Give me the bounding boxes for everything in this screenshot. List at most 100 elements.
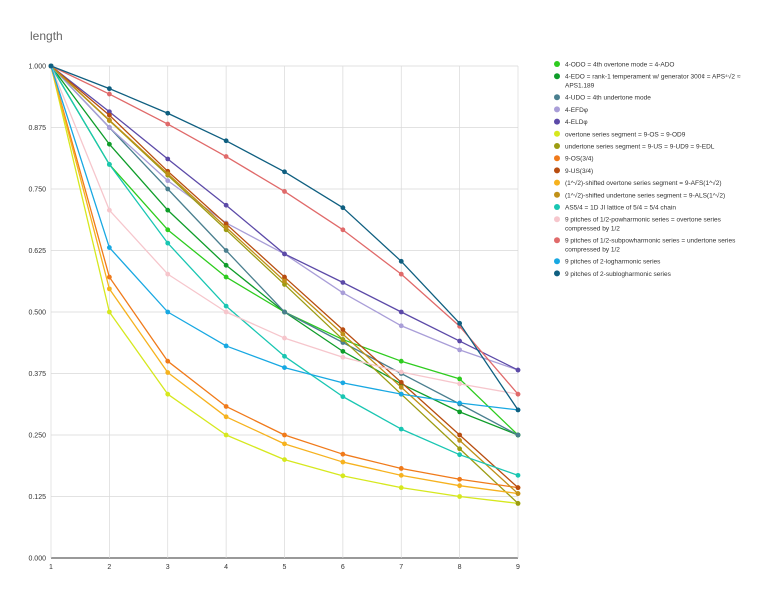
data-point [106, 309, 112, 315]
legend-item-5[interactable]: 4-ELDφ [554, 118, 588, 127]
data-point [165, 171, 171, 177]
data-point [398, 472, 404, 478]
legend-marker [554, 258, 560, 265]
data-point [223, 224, 229, 230]
x-tick-label: 4 [224, 564, 228, 571]
data-point [223, 138, 229, 144]
legend-item-2[interactable]: 4-EDO = rank-1 temperament w/ generator … [554, 73, 741, 90]
data-point [282, 278, 287, 284]
data-point [165, 207, 171, 213]
data-point [457, 320, 463, 326]
legend-item-15[interactable]: 9 pitches of 2-logharmonic series [554, 258, 661, 266]
data-point [340, 227, 346, 233]
data-point [165, 186, 171, 192]
legend-label: undertone series segment = 9-US = 9-UD9 … [565, 144, 715, 151]
data-point [398, 391, 404, 397]
data-point [515, 367, 521, 373]
legend-marker [554, 61, 560, 67]
x-tick-label: 8 [458, 564, 462, 571]
data-point [340, 451, 346, 457]
y-tick-label: 0.625 [28, 248, 46, 255]
data-point [457, 452, 463, 458]
legend-marker [554, 118, 560, 125]
y-tick-label: 0.125 [28, 494, 46, 501]
data-point [515, 407, 521, 413]
legend-marker [554, 106, 560, 113]
legend-item-3[interactable]: 4-UDO = 4th undertone mode [554, 94, 651, 102]
data-point [282, 251, 287, 257]
data-point [223, 221, 229, 227]
data-point [282, 309, 287, 315]
data-point [223, 343, 229, 349]
data-point [457, 409, 463, 415]
data-point [165, 178, 171, 184]
legend-item-11[interactable]: (1^√2)-shifted undertone series segment … [554, 191, 725, 199]
legend-label: 9 pitches of 1/2-subpowharmonic series =… [565, 238, 736, 245]
x-tick-label: 2 [107, 564, 111, 571]
series-6 [48, 63, 521, 506]
data-point [106, 286, 112, 292]
data-point [106, 91, 112, 97]
data-point [165, 121, 171, 127]
data-point [106, 245, 112, 250]
data-point [106, 112, 112, 118]
legend-item-10[interactable]: (1^√2)-shifted overtone series segment =… [554, 179, 721, 187]
data-point [282, 169, 287, 175]
data-point [282, 189, 287, 194]
data-point [223, 248, 229, 253]
legend-label: (1^√2)-shifted overtone series segment =… [565, 179, 721, 187]
x-tick-label: 5 [283, 564, 287, 571]
data-point [398, 358, 404, 364]
legend-marker [554, 130, 560, 137]
data-point [457, 476, 463, 482]
legend-item-8[interactable]: 9-OS(3/4) [554, 155, 594, 163]
legend-item-14[interactable]: 9 pitches of 1/2-subpowharmonic series =… [554, 237, 736, 254]
data-point [165, 240, 171, 246]
data-point [165, 370, 171, 375]
legend-label: 9-US(3/4) [565, 168, 593, 175]
legend-marker [554, 204, 560, 210]
legend-label: 4-UDO = 4th undertone mode [565, 95, 651, 102]
data-point [106, 141, 112, 147]
data-point [48, 63, 54, 69]
data-point [340, 473, 346, 479]
legend-label: 4-EFDφ [565, 107, 588, 114]
legend-label: 9 pitches of 1/2-powharmonic series = ov… [565, 217, 722, 224]
y-tick-label: 0.000 [28, 556, 46, 563]
y-tick-label: 0.250 [28, 433, 46, 440]
data-point [340, 337, 346, 342]
legend-item-4[interactable]: 4-EFDφ [554, 106, 588, 114]
data-point [282, 441, 287, 447]
series-12 [48, 63, 521, 478]
legend-item-6[interactable]: overtone series segment = 9-OS = 9-OD9 [554, 130, 686, 139]
legend-marker [554, 270, 560, 277]
data-point [223, 404, 229, 409]
legend-marker [554, 167, 560, 174]
data-point [340, 354, 346, 360]
data-point [282, 274, 287, 280]
data-point [340, 348, 346, 354]
x-tick-label: 6 [341, 564, 345, 571]
x-tick-label: 1 [49, 564, 53, 571]
legend-label: 4-EDO = rank-1 temperament w/ generator … [565, 73, 741, 81]
data-point [457, 438, 463, 443]
data-point [106, 117, 112, 123]
data-point [515, 391, 521, 397]
data-point [340, 327, 346, 333]
legend-item-13[interactable]: 9 pitches of 1/2-powharmonic series = ov… [554, 216, 722, 233]
legend-marker [554, 191, 560, 198]
data-point [223, 414, 229, 420]
data-point [515, 500, 521, 506]
legend-item-7[interactable]: undertone series segment = 9-US = 9-UD9 … [554, 143, 715, 151]
series-16 [48, 63, 521, 413]
data-point [106, 274, 112, 280]
legend-item-12[interactable]: AS5/4 = 1D JI lattice of 5/4 = 5/4 chain [554, 204, 676, 212]
legend-item-16[interactable]: 9 pitches of 2-sublogharmonic series [554, 270, 672, 278]
data-point [106, 109, 112, 115]
legend-item-9[interactable]: 9-US(3/4) [554, 167, 593, 175]
legend-label: compressed by 1/2 [565, 247, 620, 254]
data-point [398, 384, 404, 390]
data-point [457, 381, 463, 387]
legend-item-1[interactable]: 4-ODO = 4th overtone mode = 4-ADO [554, 61, 674, 69]
